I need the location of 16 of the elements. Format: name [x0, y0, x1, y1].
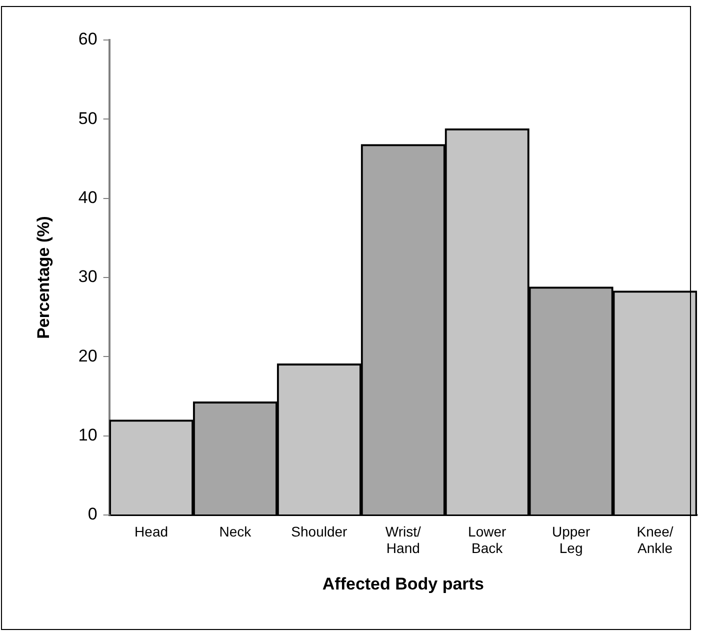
y-tick-label: 60	[78, 30, 98, 49]
y-tick-label: 20	[78, 346, 98, 366]
y-tick-label: 0	[88, 504, 98, 524]
y-axis-title: Percentage (%)	[34, 216, 53, 339]
x-tick-label: Wrist/ Hand	[385, 523, 422, 556]
x-tick-label: Shoulder	[291, 523, 348, 540]
y-tick-label: 30	[78, 267, 98, 286]
x-tick-label: Head	[134, 523, 168, 540]
x-tick-label: Lower Back	[468, 523, 507, 556]
x-tick-label: Neck	[219, 523, 252, 540]
y-tick-label: 10	[78, 426, 98, 445]
y-tick-label: 50	[78, 108, 98, 128]
x-tick-label: Upper Leg	[552, 523, 590, 556]
x-tick-label: Knee/ Ankle	[636, 523, 674, 556]
y-tick-label: 40	[78, 188, 98, 208]
x-axis-title: Affected Body parts	[322, 574, 484, 594]
